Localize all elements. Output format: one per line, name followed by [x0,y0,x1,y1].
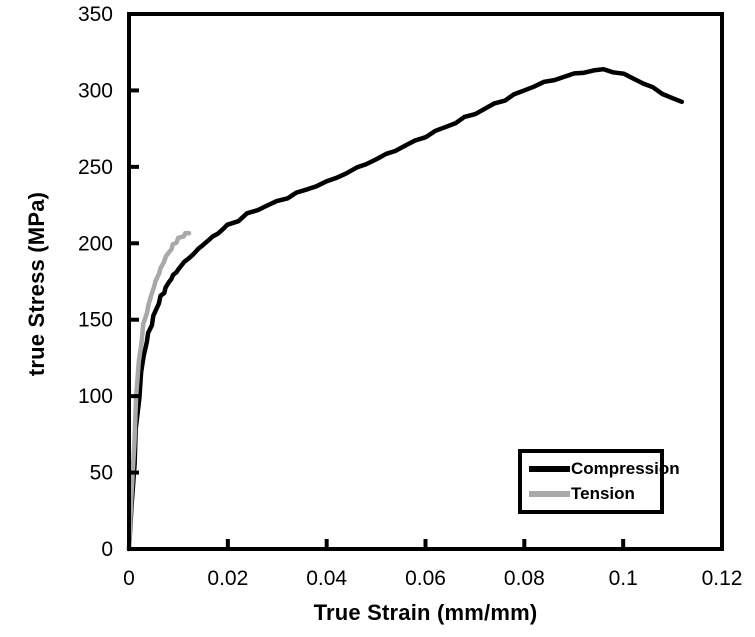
y-tick-label: 150 [78,309,113,332]
x-tick-label: 0.08 [504,567,545,590]
legend: Compression Tension [518,449,680,514]
y-tick-label: 200 [78,232,113,255]
legend-item-tension: Tension [529,484,658,504]
x-tick-label: 0 [123,567,135,590]
x-tick-label: 0.04 [306,567,347,590]
y-tick-label: 100 [78,385,113,408]
legend-label-compression: Compression [571,458,680,478]
y-tick-label: 350 [78,3,113,26]
y-tick-label: 300 [78,79,113,102]
x-tick-label: 0.1 [609,567,638,590]
y-tick-label: 0 [101,538,113,561]
tension-line-swatch [529,491,570,498]
x-tick-label: 0.12 [702,567,743,590]
x-axis-title: True Strain (mm/mm) [313,600,538,625]
compression-line-swatch [529,465,570,472]
x-tick-label: 0.02 [207,567,248,590]
tension-curve [126,230,192,552]
y-tick-label: 50 [90,462,113,485]
y-axis-title: true Stress (MPa) [24,191,49,377]
compression-curve [126,66,685,552]
legend-label-tension: Tension [571,484,635,504]
y-tick-label: 250 [78,156,113,179]
legend-item-compression: Compression [529,459,680,479]
x-tick-label: 0.06 [405,567,446,590]
